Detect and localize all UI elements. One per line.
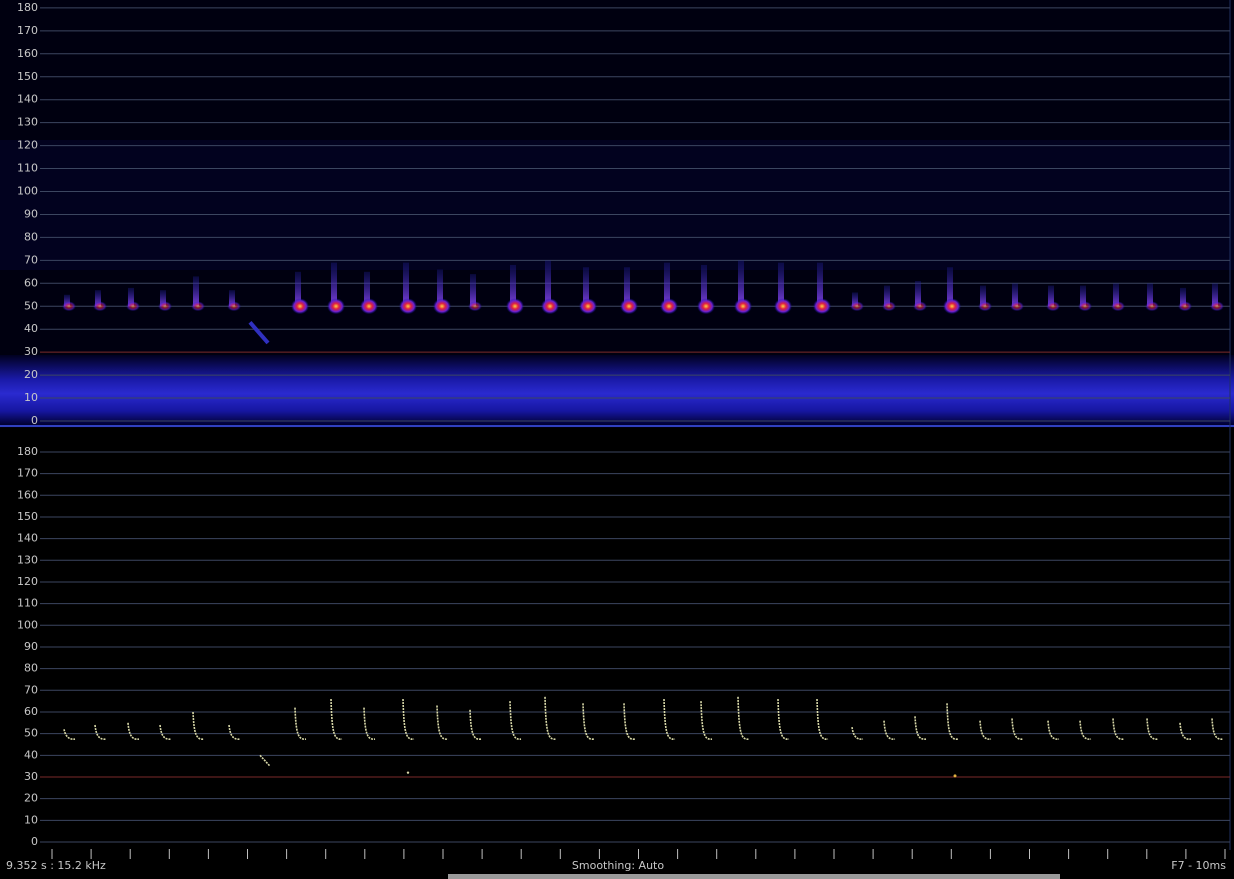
call-blob <box>1145 301 1159 311</box>
y-tick-label: 130 <box>17 553 38 566</box>
call-blob <box>468 301 482 311</box>
trace-dot <box>407 771 409 773</box>
y-tick-label: 50 <box>24 727 38 740</box>
call-blob <box>1111 301 1125 311</box>
call-blob <box>882 301 896 311</box>
y-tick-label: 40 <box>24 322 38 335</box>
call-blob <box>850 301 864 311</box>
call-blob <box>433 298 451 314</box>
y-tick-label: 90 <box>24 207 38 220</box>
y-tick-label: 30 <box>24 770 38 783</box>
call-blob <box>660 298 678 314</box>
call-blob <box>813 298 831 314</box>
y-tick-label: 50 <box>24 299 38 312</box>
spectrogram-view: 0102030405060708090100110120130140150160… <box>0 0 1234 879</box>
y-tick-label: 160 <box>17 47 38 60</box>
y-tick-label: 170 <box>17 24 38 37</box>
call-blob <box>1078 301 1092 311</box>
y-tick-label: 140 <box>17 532 38 545</box>
call-blob <box>620 298 638 314</box>
y-tick-label: 90 <box>24 640 38 653</box>
noise-band <box>0 355 1234 425</box>
y-tick-label: 170 <box>17 467 38 480</box>
y-tick-label: 20 <box>24 792 38 805</box>
call-blob <box>1010 301 1024 311</box>
call-blob <box>1178 301 1192 311</box>
call-blob <box>774 298 792 314</box>
y-tick-label: 100 <box>17 185 38 198</box>
call-blob <box>291 298 309 314</box>
trace-dot <box>954 774 957 777</box>
y-tick-label: 150 <box>17 70 38 83</box>
y-tick-label: 30 <box>24 345 38 358</box>
y-tick-label: 80 <box>24 662 38 675</box>
y-tick-label: 70 <box>24 683 38 696</box>
y-tick-label: 60 <box>24 276 38 289</box>
cursor-readout: 9.352 s : 15.2 kHz <box>6 859 106 872</box>
call-blob <box>399 298 417 314</box>
y-tick-label: 140 <box>17 93 38 106</box>
y-tick-label: 180 <box>17 445 38 458</box>
y-tick-label: 10 <box>24 391 38 404</box>
y-tick-label: 60 <box>24 705 38 718</box>
call-blob <box>1210 301 1224 311</box>
y-tick-label: 10 <box>24 813 38 826</box>
y-tick-label: 0 <box>31 835 38 848</box>
call-blob <box>327 298 345 314</box>
app: 0102030405060708090100110120130140150160… <box>0 0 1234 879</box>
call-blob <box>978 301 992 311</box>
y-tick-label: 70 <box>24 253 38 266</box>
call-blob <box>506 298 524 314</box>
call-blob <box>913 301 927 311</box>
y-tick-label: 100 <box>17 618 38 631</box>
y-tick-label: 40 <box>24 748 38 761</box>
y-tick-label: 120 <box>17 139 38 152</box>
y-tick-label: 80 <box>24 230 38 243</box>
call-blob <box>158 301 172 311</box>
call-blob <box>943 298 961 314</box>
y-tick-label: 110 <box>17 162 38 175</box>
call-blob <box>227 301 241 311</box>
y-tick-label: 160 <box>17 488 38 501</box>
call-blob <box>126 301 140 311</box>
y-tick-label: 110 <box>17 597 38 610</box>
call-blob <box>734 298 752 314</box>
faint-noise <box>0 140 1234 270</box>
y-tick-label: 150 <box>17 510 38 523</box>
y-tick-label: 0 <box>31 414 38 427</box>
call-blob <box>541 298 559 314</box>
call-blob <box>62 301 76 311</box>
y-tick-label: 20 <box>24 368 38 381</box>
call-blob <box>1046 301 1060 311</box>
smoothing-label[interactable]: Smoothing: Auto <box>572 859 664 872</box>
y-tick-label: 130 <box>17 116 38 129</box>
y-tick-label: 180 <box>17 1 38 14</box>
call-blob <box>697 298 715 314</box>
scrollbar[interactable] <box>448 874 1060 879</box>
y-tick-label: 120 <box>17 575 38 588</box>
mode-label: F7 - 10ms <box>1171 859 1226 872</box>
call-blob <box>360 298 378 314</box>
call-blob <box>93 301 107 311</box>
call-blob <box>191 301 205 311</box>
call-blob <box>579 298 597 314</box>
